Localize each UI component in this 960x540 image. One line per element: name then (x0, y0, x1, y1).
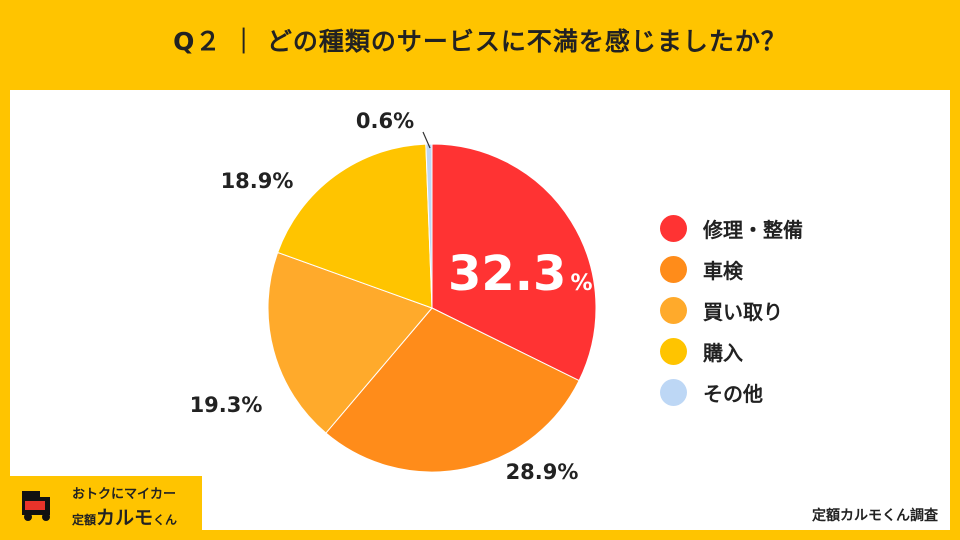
brand-logo: おトクにマイカー 定額カルモくん (10, 476, 202, 530)
legend-item-3: 買い取り (660, 290, 803, 331)
legend-item-1: 修理・整備 (660, 208, 803, 249)
legend-swatch (660, 256, 687, 283)
legend-swatch (660, 215, 687, 242)
legend-label: その他 (703, 382, 763, 406)
slice-label-2: 28.9% (506, 460, 579, 484)
legend-swatch (660, 379, 687, 406)
slice-label-1: 32.3% (448, 246, 592, 302)
chart-title: Q２ ｜ どの種類のサービスに不満を感じましたか？ (173, 27, 787, 56)
legend-swatch (660, 297, 687, 324)
legend-label: 買い取り (703, 300, 783, 324)
legend-item-5: その他 (660, 372, 803, 413)
legend: 修理・整備車検買い取り購入その他 (660, 208, 803, 413)
slice-label-5: 0.6% (356, 109, 414, 133)
survey-credit: 定額カルモくん調査 (812, 508, 938, 524)
logo-tagline: おトクにマイカー (72, 487, 177, 502)
pie-slice-3 (267, 251, 433, 434)
legend-label: 車検 (703, 259, 743, 283)
logo-name: 定額カルモくん (72, 507, 178, 529)
legend-swatch (660, 338, 687, 365)
pie-slice-1 (431, 143, 597, 382)
pie-slice-4 (277, 143, 433, 309)
legend-label: 購入 (703, 341, 743, 365)
legend-item-2: 車検 (660, 249, 803, 290)
legend-label: 修理・整備 (703, 218, 803, 242)
slice-label-4: 18.9% (221, 169, 294, 193)
pie-slice-2 (325, 307, 580, 473)
car-logo-icon (16, 483, 60, 525)
slice-label-3: 19.3% (190, 393, 263, 417)
leader-line-other (422, 131, 431, 149)
legend-item-4: 購入 (660, 331, 803, 372)
